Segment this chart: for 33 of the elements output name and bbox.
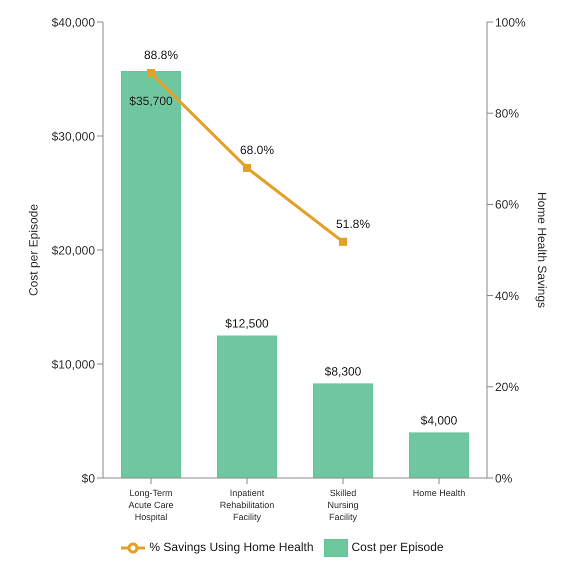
y2-tick-label: 20%: [495, 380, 520, 394]
bar: [217, 336, 277, 478]
y-tick-label: $0: [82, 471, 96, 486]
data-label: $8,300: [324, 364, 362, 378]
y-tick-label: $30,000: [52, 129, 96, 144]
x-tick-label: Home Health: [412, 488, 466, 498]
x-tick-label: Skilled Nursing Facility: [327, 488, 359, 522]
point: [339, 238, 347, 246]
bar: [313, 383, 373, 478]
data-label: 88.8%: [144, 48, 178, 62]
y2-tick-label: 0%: [495, 471, 513, 486]
bar: [121, 71, 181, 478]
legend-label: % Savings Using Home Health: [149, 540, 314, 554]
data-label: $12,500: [225, 316, 270, 330]
y2-axis-title: Home Health Savings: [534, 192, 549, 308]
y2-tick-label: 100%: [495, 15, 526, 30]
data-label: 51.8%: [336, 216, 370, 231]
data-label: $35,700: [129, 94, 174, 108]
y2-tick-label: 40%: [495, 288, 520, 303]
y2-tick-label: 60%: [495, 198, 520, 212]
y2-tick-label: 80%: [495, 106, 520, 120]
legend-label: Cost per Episode: [352, 540, 444, 554]
data-label: 68.0%: [240, 142, 274, 157]
y-tick-label: $40,000: [52, 15, 96, 30]
point: [147, 69, 155, 78]
point: [243, 164, 251, 172]
x-tick-label: Inpatient Rehabilitation Facility: [220, 488, 274, 522]
x-tick-label: Long-Term Acute Care Hospital: [128, 488, 174, 522]
bar: [409, 432, 469, 478]
data-label: $4,000: [420, 413, 458, 428]
y-tick-label: $10,000: [52, 357, 96, 372]
y-axis-title: Cost per Episode: [26, 204, 40, 296]
y-tick-label: $20,000: [52, 243, 96, 258]
